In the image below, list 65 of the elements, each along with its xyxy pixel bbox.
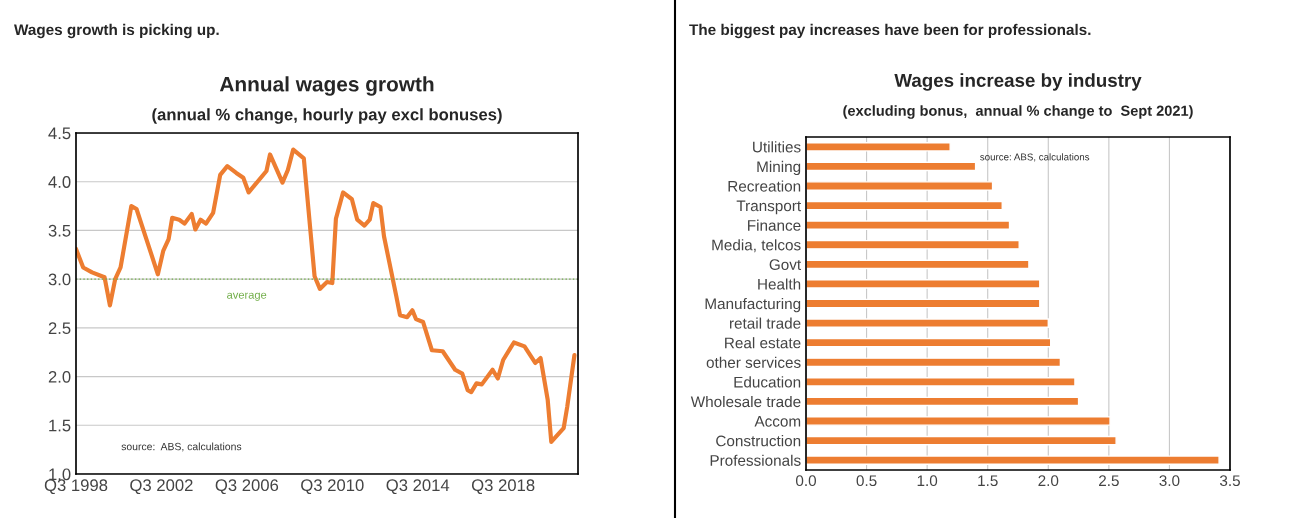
bar [806,435,1117,446]
bar [806,357,1062,368]
chart-subtitle: (excluding bonus, annual % change to Sept 2021) [843,105,1193,119]
bar [806,279,1041,289]
y-tick-label: Accom [754,416,801,427]
line-series [76,147,577,444]
y-tick-label: Finance [748,219,801,231]
y-tick-label: Wholesale trade [690,395,801,408]
bar [806,161,977,172]
y-tick-label: other services [706,356,801,368]
y-tick-label: 4.0 [48,176,71,188]
y-tick-label: 3.5 [48,224,71,237]
annotation: source: ABS, calculations [121,442,242,452]
bar [806,141,951,152]
y-tick-label: Real estate [725,337,801,349]
y-tick-label: Health [758,278,801,290]
bar [806,239,1020,250]
chart-title: Wages increase by industry [894,73,1142,91]
chart-title: Annual wages growth [219,76,434,96]
bar [806,220,1011,230]
bar [806,416,1111,426]
x-tick-label: 2.0 [1038,475,1059,487]
x-tick-label: Q3 1998 [44,479,108,495]
y-tick-label: Professionals [710,454,801,466]
x-tick-label: 0.5 [856,475,877,487]
bar [806,181,994,191]
x-tick-label: 0.0 [795,475,817,487]
y-tick-label: Mining [757,160,801,176]
x-tick-label: Q3 2002 [130,479,193,495]
y-tick-label: Construction [716,435,801,447]
x-tick-label: Q3 2014 [386,479,450,495]
text: Wages growth is picking up. [14,23,219,39]
y-tick-label: Manufacturing [705,297,801,313]
bar [806,396,1080,407]
bar [806,298,1041,309]
x-tick-label: Q3 2018 [471,479,535,495]
bar [806,377,1076,387]
bar [806,455,1220,466]
text: The biggest pay increases have been for professionals. [689,23,1091,39]
y-tick-label: Utilities [753,141,801,153]
y-tick-label: 2.5 [48,322,71,335]
x-tick-label: 2.5 [1099,475,1119,487]
x-tick-label: 1.5 [978,475,998,487]
annotation: source: ABS, calculations [980,153,1090,162]
x-tick-label: 3.5 [1219,475,1240,487]
y-tick-label: Transport [736,200,802,215]
y-tick-label: Education [734,376,801,388]
y-tick-label: retail trade [729,317,801,329]
bar [806,200,1003,211]
bar [806,259,1030,270]
y-tick-label: 1.5 [49,419,71,432]
y-tick-label: 2.0 [48,370,71,383]
y-tick-label: 4.5 [48,127,71,140]
y-tick-label: Recreation [728,180,801,192]
bar [806,318,1049,328]
bar [806,337,1052,348]
x-tick-label: 1.0 [917,475,938,487]
ref-line-label: average [227,292,267,301]
y-tick-label: 3.0 [48,273,71,286]
y-tick-label: Govt [769,259,802,271]
y-tick-label: Media, telcos [712,239,801,253]
x-tick-label: 3.0 [1159,475,1180,487]
x-tick-label: Q3 2006 [215,479,279,495]
chart-subtitle: (annual % change, hourly pay excl bonuses) [152,108,502,124]
x-tick-label: Q3 2010 [301,479,364,495]
